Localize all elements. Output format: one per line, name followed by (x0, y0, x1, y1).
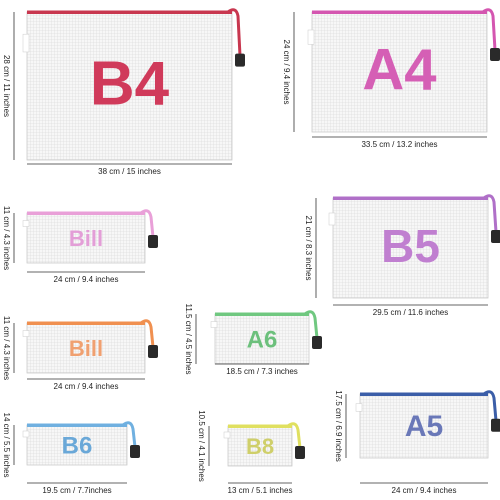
zipper (228, 424, 292, 428)
bag: B4 38 cm / 15 inches 28 cm / 11 inches (2, 8, 245, 176)
bag-tag (328, 212, 336, 226)
bag-tag (223, 431, 231, 439)
bag: Bill 24 cm / 9.4 inches 11 cm / 4.3 inches (2, 316, 158, 391)
bag-label: B5 (381, 220, 440, 272)
height-label: 21 cm / 8.3 inches (304, 216, 313, 281)
zipper-pull (482, 390, 498, 423)
pull-tab (130, 445, 140, 458)
bag-body (227, 425, 293, 467)
pull-tab (148, 235, 158, 248)
bag-tag (22, 220, 30, 227)
bag-label: A4 (362, 37, 436, 102)
zipper (312, 10, 487, 14)
width-label: 24 cm / 9.4 inches (54, 275, 119, 284)
bag: B6 19.5 cm / 7.7inches 14 cm / 5.5 inches (2, 413, 140, 495)
pull-tab (490, 48, 500, 61)
bag-label: Bill (69, 336, 103, 361)
pull-tab (491, 418, 500, 432)
bag: B8 13 cm / 5.1 inches 10.5 cm / 4.1 inches (197, 410, 305, 495)
zipper (27, 321, 145, 325)
pull-tab (148, 345, 158, 358)
bag-tag (22, 430, 30, 438)
bag: B5 29.5 cm / 11.6 inches 21 cm / 8.3 inche… (304, 194, 500, 317)
zipper-pull (139, 319, 155, 349)
zipper-pull (303, 310, 319, 340)
bag-label: B4 (90, 49, 170, 118)
width-label: 18.5 cm / 7.3 inches (226, 367, 298, 376)
bag-body (26, 11, 233, 161)
bag-label: A5 (405, 410, 443, 443)
height-label: 17.5 cm / 6.9 inches (334, 390, 343, 462)
zipper (215, 312, 309, 316)
pull-tab (491, 230, 500, 243)
height-label: 14 cm / 5.5 inches (2, 413, 11, 478)
width-label: 38 cm / 15 inches (98, 167, 161, 176)
zipper-pull (121, 421, 137, 449)
height-label: 11.5 cm / 4.5 inches (184, 304, 193, 375)
zipper (27, 10, 232, 14)
zipper-pull (482, 194, 498, 234)
pull-tab (235, 53, 245, 67)
bag-label: Bill (69, 226, 103, 251)
bag: Bill 24 cm / 9.4 inches 11 cm / 4.3 inches (2, 206, 158, 284)
bag: A5 24 cm / 9.4 inches 17.5 cm / 6.9 inches (334, 390, 500, 495)
height-label: 24 cm / 9.4 inches (282, 40, 291, 105)
zipper-pull (286, 422, 302, 450)
pull-tab (312, 336, 322, 349)
zipper (333, 196, 488, 200)
bag-tag (22, 330, 30, 337)
height-label: 10.5 cm / 4.1 inches (197, 410, 206, 482)
bag-tag (355, 403, 363, 412)
width-label: 24 cm / 9.4 inches (54, 382, 119, 391)
bag-tag (22, 33, 30, 53)
bag-label: A6 (247, 326, 278, 353)
zipper (360, 392, 488, 396)
zipper (27, 423, 127, 427)
zipper-pull (226, 8, 242, 58)
bag: A6 18.5 cm / 7.3 inches 11.5 cm / 4.5 inch… (184, 304, 322, 376)
height-label: 28 cm / 11 inches (2, 55, 11, 117)
bag-body (26, 322, 146, 374)
bag-body (26, 424, 128, 466)
height-label: 11 cm / 4.3 inches (2, 206, 11, 270)
bag-body (26, 212, 146, 264)
bag-body (332, 197, 489, 299)
zipper-pull (481, 8, 497, 52)
width-label: 29.5 cm / 11.6 inches (373, 308, 448, 317)
bag-body (359, 393, 489, 459)
width-label: 19.5 cm / 7.7inches (42, 486, 111, 495)
bag-label: B6 (62, 432, 93, 459)
width-label: 24 cm / 9.4 inches (392, 486, 457, 495)
bag-tag (307, 29, 315, 45)
bag: A4 33.5 cm / 13.2 inches 24 cm / 9.4 inche… (282, 8, 500, 149)
pull-tab (295, 446, 305, 459)
width-label: 33.5 cm / 13.2 inches (361, 140, 437, 149)
zipper (27, 211, 145, 215)
height-label: 11 cm / 4.3 inches (2, 316, 11, 380)
width-label: 13 cm / 5.1 inches (228, 486, 293, 495)
bag-tag (210, 321, 218, 328)
zipper-pull (139, 209, 155, 239)
bag-label: B8 (246, 434, 274, 459)
